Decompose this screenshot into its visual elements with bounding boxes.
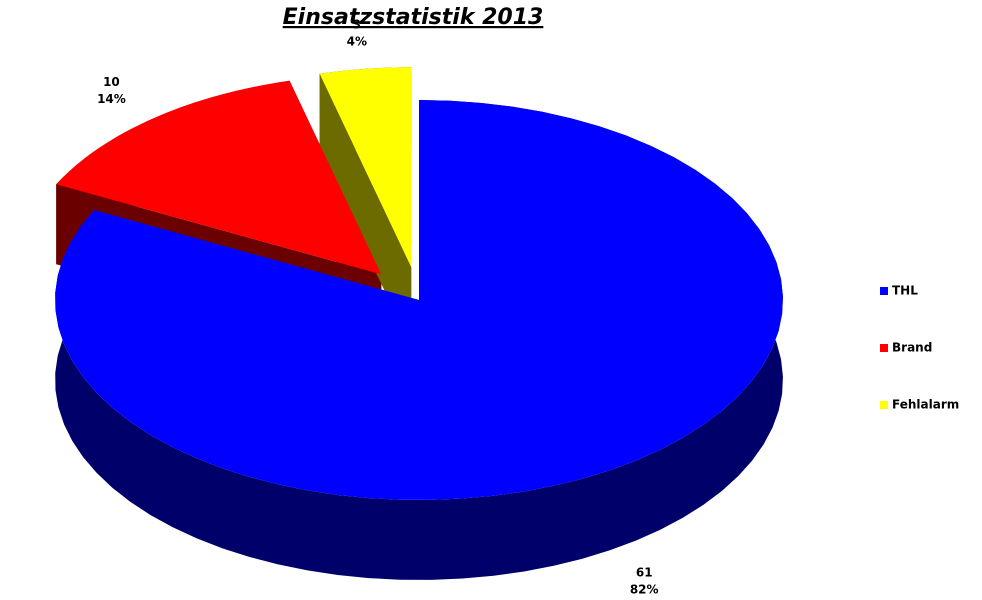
legend-swatch: [880, 401, 888, 409]
data-label: 61: [636, 565, 653, 579]
legend-swatch: [880, 287, 888, 295]
pie-tops: [55, 67, 783, 500]
slice: [319, 67, 412, 268]
percentage-label: 82%: [630, 582, 659, 596]
legend-label: Brand: [892, 341, 932, 355]
legend-label: THL: [892, 284, 918, 298]
data-label: 3: [353, 18, 361, 32]
percentage-label: 14%: [97, 92, 126, 106]
slice: [55, 100, 783, 500]
chart-title: Einsatzstatistik 2013: [283, 5, 544, 30]
percentage-label: 4%: [347, 35, 367, 49]
legend-label: Fehlalarm: [892, 398, 959, 412]
data-label: 10: [103, 75, 120, 89]
slice: [56, 80, 382, 275]
legend-swatch: [880, 344, 888, 352]
